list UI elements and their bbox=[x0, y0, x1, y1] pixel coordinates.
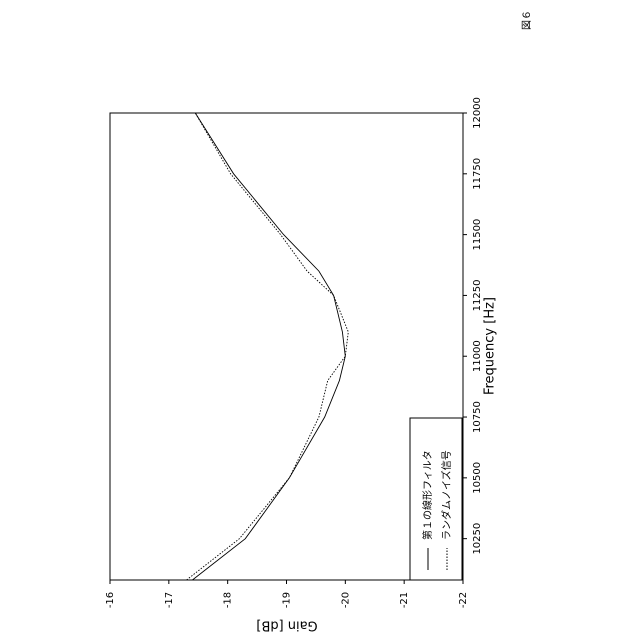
x-tick-label: 12000 bbox=[472, 97, 483, 129]
legend-label: ランダムノイズ信号 bbox=[440, 450, 453, 540]
y-tick-label: -20 bbox=[340, 592, 351, 608]
x-tick-label: 10250 bbox=[472, 523, 483, 555]
y-tick-label: -22 bbox=[458, 592, 469, 608]
x-tick-label: 11000 bbox=[472, 340, 483, 372]
figure-label: 図６ bbox=[521, 10, 533, 30]
x-tick-label: 11500 bbox=[472, 219, 483, 251]
y-axis-label: Gain [dB] bbox=[256, 618, 317, 633]
legend-box bbox=[410, 418, 462, 580]
x-tick-label: 11750 bbox=[472, 158, 483, 190]
chart: 図６ Frequency [Hz] Gain [dB] 10250 10500 10… bbox=[0, 0, 640, 640]
x-axis-label: Frequency [Hz] bbox=[483, 297, 498, 395]
y-tick-label: -16 bbox=[105, 592, 116, 608]
y-tick-label: -21 bbox=[399, 592, 410, 608]
x-tick-label: 10500 bbox=[472, 462, 483, 494]
y-tick-label: -17 bbox=[164, 592, 175, 608]
y-tick-label: -19 bbox=[282, 592, 293, 608]
background bbox=[0, 0, 640, 640]
x-tick-label: 10750 bbox=[472, 401, 483, 433]
y-tick-label: -18 bbox=[223, 592, 234, 608]
x-tick-label: 11250 bbox=[472, 280, 483, 312]
legend-label: 第１の線形フィルタ bbox=[421, 450, 434, 540]
